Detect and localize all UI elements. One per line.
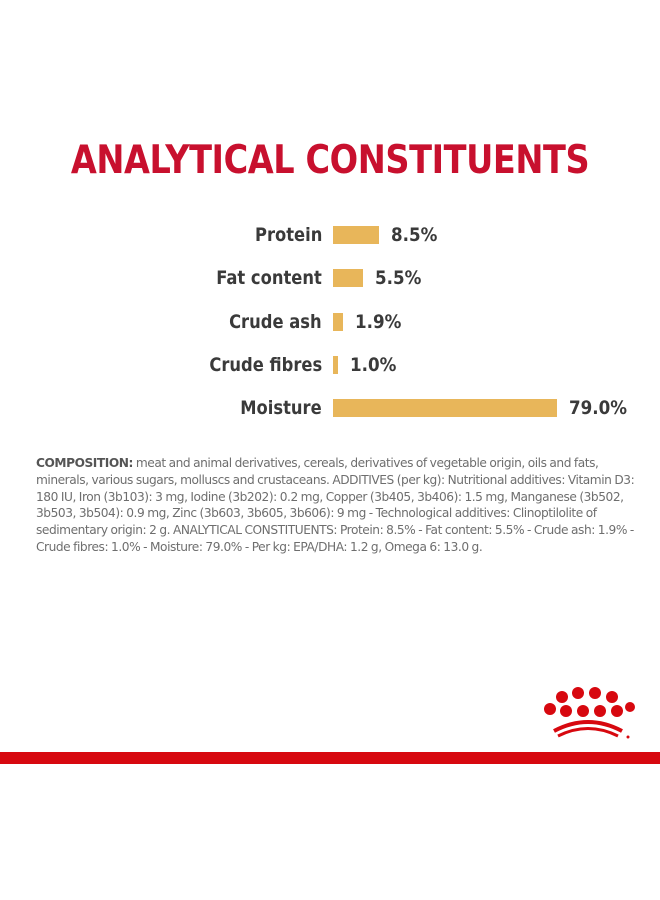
brand-accent-line — [0, 752, 660, 764]
bar-value: 1.0% — [350, 354, 397, 376]
bar-value: 79.0% — [569, 397, 628, 419]
bar-label: Protein — [254, 224, 322, 246]
page-title: ANALYTICAL CONSTITUENTS — [70, 138, 590, 183]
chart-row: Crude fibres 1.0% — [0, 352, 660, 378]
bar-label: Crude fibres — [209, 354, 322, 376]
bar-label: Fat content — [216, 267, 322, 289]
chart-row: Fat content 5.5% — [0, 265, 660, 291]
crown-logo-icon — [544, 687, 635, 739]
bar-label: Moisture — [240, 397, 322, 419]
bar-value: 5.5% — [374, 267, 422, 289]
bar — [333, 356, 339, 374]
bar — [333, 313, 344, 331]
composition-body: meat and animal derivatives, cereals, de… — [36, 456, 635, 554]
bar-value: 1.9% — [355, 311, 402, 333]
bar — [333, 226, 379, 244]
bar — [333, 399, 557, 417]
chart-row: Protein 8.5% — [0, 222, 660, 248]
composition-text: COMPOSITION: meat and animal derivatives… — [36, 455, 636, 556]
composition-heading: COMPOSITION: — [36, 456, 133, 470]
chart-row: Moisture 79.0% — [0, 395, 660, 421]
bar-value: 8.5% — [390, 224, 438, 246]
bar-label: Crude ash — [229, 311, 322, 333]
bar — [333, 269, 363, 287]
chart-row: Crude ash 1.9% — [0, 309, 660, 335]
